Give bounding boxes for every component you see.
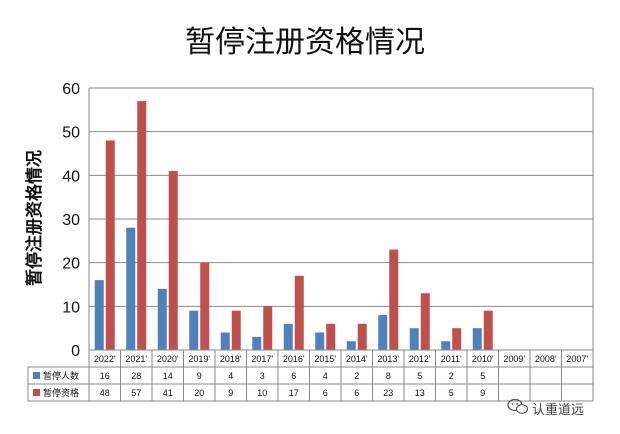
wechat-icon (507, 398, 529, 414)
data-table: 2022' 2021' 2020' 2019' 2018' 2017' 2016' 2015'… (27, 349, 594, 402)
y-tick-label: 0 (71, 343, 80, 360)
bar (409, 328, 419, 350)
bar (157, 288, 167, 350)
bar (346, 341, 356, 350)
bars (94, 101, 493, 350)
data-label: 2 (449, 371, 454, 381)
data-label: 5 (480, 371, 485, 381)
data-label: 20 (194, 388, 204, 398)
data-label: 10 (257, 388, 267, 398)
x-tick-label: 2007' (566, 354, 588, 364)
bar (126, 227, 136, 350)
legend-entry: 暂停人数 (43, 370, 79, 382)
bar (252, 336, 262, 350)
y-tick-label: 60 (62, 81, 80, 98)
data-label: 14 (163, 371, 173, 381)
data-label: 5 (417, 371, 422, 381)
data-label: 5 (449, 388, 454, 398)
data-label: 6 (323, 388, 328, 398)
bar (441, 341, 451, 350)
bar (315, 332, 325, 350)
bar (263, 306, 273, 350)
bar (420, 293, 430, 350)
bar (326, 323, 336, 350)
bar (200, 262, 210, 350)
bar (472, 328, 482, 350)
x-tick-label: 2012' (409, 354, 431, 364)
y-tick-label: 40 (62, 168, 80, 185)
data-label: 4 (323, 371, 328, 381)
data-label: 28 (131, 371, 141, 381)
y-tick-label: 50 (62, 125, 80, 142)
data-label: 8 (386, 371, 391, 381)
watermark: 认重道远 (507, 398, 584, 418)
bar (137, 101, 147, 350)
bar (283, 323, 293, 350)
bar (220, 332, 230, 350)
bar (357, 323, 367, 350)
x-tick-label: 2018' (220, 354, 242, 364)
bar (294, 275, 304, 350)
bar (231, 310, 241, 350)
x-tick-label: 2021' (125, 354, 147, 364)
watermark-text: 认重道远 (532, 402, 584, 418)
x-tick-label: 2010' (472, 354, 494, 364)
x-tick-label: 2022' (94, 354, 116, 364)
data-label: 9 (228, 388, 233, 398)
data-label: 9 (197, 371, 202, 381)
data-label: 4 (228, 371, 233, 381)
x-tick-label: 2015' (314, 354, 336, 364)
bar (105, 140, 115, 350)
x-tick-label: 2008' (535, 354, 557, 364)
legend-swatch (33, 372, 40, 379)
data-label: 3 (260, 371, 265, 381)
bar (389, 249, 399, 350)
x-tick-label: 2014' (346, 354, 368, 364)
y-tick-labels: 0 10 20 30 40 50 60 (62, 81, 80, 360)
data-label: 16 (100, 371, 110, 381)
data-label: 13 (415, 388, 425, 398)
x-tick-label: 2013' (377, 354, 399, 364)
x-tick-label: 2011' (441, 354, 462, 364)
bar (189, 310, 199, 350)
data-label: 23 (383, 388, 393, 398)
data-label: 57 (131, 388, 141, 398)
data-label: 2 (354, 371, 359, 381)
y-tick-label: 10 (62, 299, 80, 316)
y-tick-label: 30 (62, 212, 80, 229)
x-tick-label: 2017' (251, 354, 273, 364)
chart-title: 暂停注册资格情况 (185, 25, 425, 60)
data-label: 6 (354, 388, 359, 398)
bar (483, 310, 493, 350)
data-label: 6 (291, 371, 296, 381)
y-tick-label: 20 (62, 256, 80, 273)
bar (168, 170, 178, 350)
y-axis-label: 暂停注册资格情况 (24, 150, 45, 286)
x-tick-label: 2009' (503, 354, 525, 364)
legend-swatch (33, 389, 40, 396)
x-tick-label: 2019' (188, 354, 210, 364)
x-tick-label: 2016' (283, 354, 305, 364)
data-label: 17 (289, 388, 299, 398)
data-label: 9 (480, 388, 485, 398)
data-label: 48 (100, 388, 110, 398)
bar (94, 280, 104, 350)
bar (452, 328, 462, 350)
legend-entry: 暂停资格 (43, 387, 79, 399)
x-tick-label: 2020' (157, 354, 179, 364)
data-label: 41 (163, 388, 173, 398)
bar (378, 315, 388, 350)
